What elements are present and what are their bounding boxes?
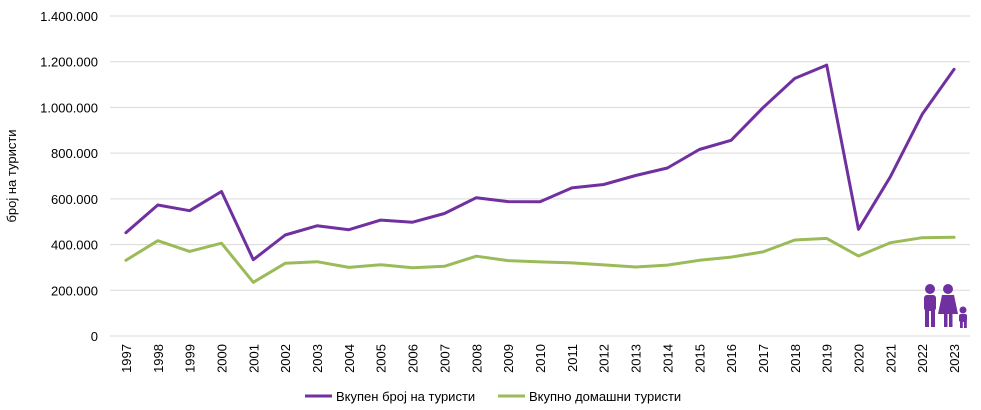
y-tick-label: 1.200.000	[40, 55, 98, 70]
y-axis-ticks: 0 200.000 400.000 600.000 800.000 1.000.000 1.…	[40, 9, 98, 344]
x-tick-label: 2000	[214, 344, 229, 373]
x-axis-ticks: 1997 1998 1999 2000 2001 2002 2003 2004 2005 2006…	[119, 344, 962, 373]
x-tick-label: 2017	[756, 344, 771, 373]
x-tick-label: 2020	[852, 344, 867, 373]
y-tick-label: 0	[91, 329, 98, 344]
x-tick-label: 2023	[947, 344, 962, 373]
x-tick-label: 2002	[278, 344, 293, 373]
x-tick-label: 2012	[597, 344, 612, 373]
x-tick-label: 2003	[310, 344, 325, 373]
x-tick-label: 2014	[660, 344, 675, 373]
y-tick-label: 800.000	[51, 146, 98, 161]
y-tick-label: 1.400.000	[40, 9, 98, 24]
x-tick-label: 2022	[915, 344, 930, 373]
y-tick-label: 400.000	[51, 238, 98, 253]
x-tick-label: 2005	[374, 344, 389, 373]
x-tick-label: 1999	[183, 344, 198, 373]
x-tick-label: 2001	[246, 344, 261, 373]
x-tick-label: 1997	[119, 344, 134, 373]
x-tick-label: 2007	[437, 344, 452, 373]
family-icon	[924, 284, 967, 328]
series	[124, 63, 956, 284]
x-tick-label: 2016	[724, 344, 739, 373]
x-tick-label: 2008	[469, 344, 484, 373]
x-tick-label: 2013	[629, 344, 644, 373]
legend: Вкупен број на туристи Вкупно домашни ту…	[305, 389, 681, 404]
x-tick-label: 2018	[788, 344, 803, 373]
y-axis-title: број на туристи	[4, 129, 19, 222]
legend-label-total: Вкупен број на туристи	[336, 389, 475, 404]
gridlines	[110, 15, 970, 337]
x-tick-label: 2021	[883, 344, 898, 373]
x-tick-label: 2011	[565, 344, 580, 372]
y-tick-label: 200.000	[51, 283, 98, 298]
x-tick-label: 1998	[151, 344, 166, 373]
y-tick-label: 600.000	[51, 192, 98, 207]
x-tick-label: 2006	[406, 344, 421, 373]
legend-label-domestic: Вкупно домашни туристи	[529, 389, 681, 404]
x-tick-label: 2019	[820, 344, 835, 373]
x-tick-label: 2010	[533, 344, 548, 373]
series-line-domestic	[124, 235, 956, 284]
x-tick-label: 2015	[692, 344, 707, 373]
x-tick-label: 2004	[342, 344, 357, 373]
x-tick-label: 2009	[501, 344, 516, 373]
series-line-total	[124, 63, 956, 262]
y-tick-label: 1.000.000	[40, 100, 98, 115]
